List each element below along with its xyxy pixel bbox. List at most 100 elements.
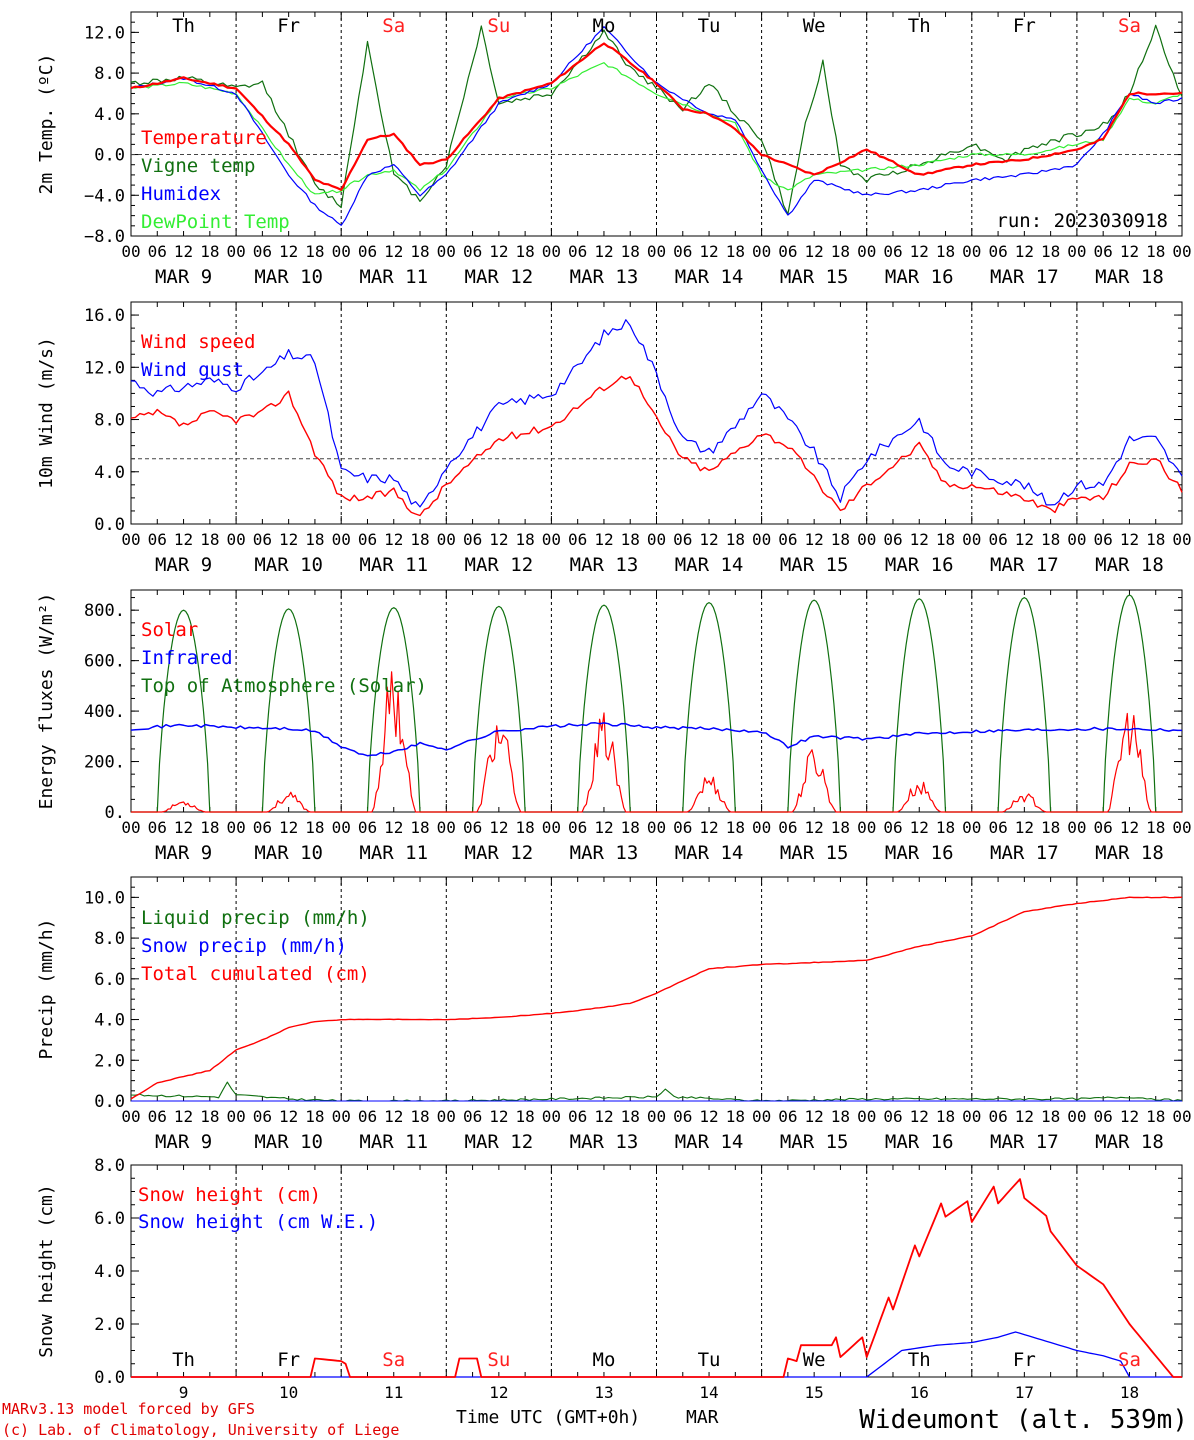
x-hour-label: 06 — [148, 242, 167, 261]
day-name-label: Fr — [1013, 1349, 1036, 1371]
x-date-label: MAR 15 — [780, 266, 849, 288]
x-hour-label: 12 — [384, 242, 403, 261]
x-hour-label: 18 — [936, 1107, 955, 1126]
day-name-label: We — [803, 15, 826, 37]
x-hour-label: 00 — [1172, 1107, 1191, 1126]
x-hour-label: 06 — [148, 1107, 167, 1126]
station-title: Wideumont (alt. 539m) — [859, 1405, 1188, 1435]
x-hour-label: 18 — [1146, 242, 1165, 261]
x-date-label: MAR 18 — [1095, 1131, 1164, 1153]
x-hour-label: 18 — [410, 818, 429, 837]
y-tick-label: −8.0 — [84, 227, 125, 247]
x-hour-label: 00 — [437, 818, 456, 837]
legend-entry: Temperature — [141, 127, 267, 149]
y-tick-label: 200. — [84, 753, 125, 773]
y-tick-label: 0.0 — [94, 1368, 125, 1388]
x-date-label: MAR 11 — [359, 554, 428, 576]
y-tick-label: 0. — [105, 803, 125, 823]
x-hour-label: 18 — [621, 242, 640, 261]
y-tick-label: 8.0 — [94, 929, 125, 949]
x-hour-label: 18 — [1146, 818, 1165, 837]
y-tick-label: 16.0 — [84, 306, 125, 326]
x-date-label: MAR 9 — [155, 1131, 212, 1153]
day-name-label: Sa — [382, 1349, 405, 1371]
day-of-month-label: 17 — [1015, 1383, 1034, 1402]
x-hour-label: 18 — [305, 818, 324, 837]
y-tick-label: 12.0 — [84, 358, 125, 378]
x-hour-label: 12 — [594, 818, 613, 837]
x-hour-label: 12 — [489, 530, 508, 549]
x-hour-label: 00 — [647, 242, 666, 261]
x-date-label: MAR 16 — [885, 266, 954, 288]
x-hour-label: 12 — [489, 1107, 508, 1126]
x-hour-label: 18 — [515, 242, 534, 261]
x-date-label: MAR 18 — [1095, 554, 1164, 576]
y-tick-label: 0.0 — [94, 515, 125, 535]
x-date-label: MAR 11 — [359, 266, 428, 288]
day-name-label: Tu — [698, 15, 721, 37]
x-hour-label: 06 — [883, 242, 902, 261]
x-hour-label: 06 — [463, 530, 482, 549]
x-hour-label: 06 — [778, 818, 797, 837]
x-hour-label: 18 — [726, 242, 745, 261]
x-hour-label: 12 — [699, 530, 718, 549]
x-hour-label: 00 — [121, 1107, 140, 1126]
x-date-label: MAR 14 — [675, 554, 744, 576]
x-hour-label: 12 — [1120, 530, 1139, 549]
x-hour-label: 00 — [1067, 818, 1086, 837]
model-credit: MARv3.13 model forced by GFS — [2, 1400, 255, 1418]
day-name-label: Fr — [277, 15, 300, 37]
x-hour-label: 00 — [437, 1107, 456, 1126]
x-hour-label: 00 — [226, 530, 245, 549]
y-tick-label: 800. — [84, 601, 125, 621]
x-hour-label: 12 — [1015, 818, 1034, 837]
x-date-label: MAR 15 — [780, 1131, 849, 1153]
x-date-label: MAR 16 — [885, 554, 954, 576]
y-tick-label: 4.0 — [94, 463, 125, 483]
series-line-solar — [131, 671, 1182, 813]
y-tick-label: 8.0 — [94, 64, 125, 84]
x-hour-label: 00 — [857, 1107, 876, 1126]
x-hour-label: 18 — [515, 818, 534, 837]
x-hour-label: 00 — [121, 530, 140, 549]
x-hour-label: 12 — [174, 530, 193, 549]
x-hour-label: 12 — [910, 530, 929, 549]
x-hour-label: 18 — [515, 1107, 534, 1126]
x-date-label: MAR 18 — [1095, 266, 1164, 288]
x-hour-label: 06 — [1094, 1107, 1113, 1126]
x-hour-label: 06 — [463, 1107, 482, 1126]
series-line-wind-gust — [130, 319, 1183, 508]
y-tick-label: 0.0 — [94, 146, 125, 166]
x-hour-label: 00 — [226, 1107, 245, 1126]
x-hour-label: 06 — [148, 530, 167, 549]
x-hour-label: 00 — [752, 818, 771, 837]
legend-entry: Wind gust — [141, 359, 244, 381]
x-hour-label: 18 — [305, 530, 324, 549]
x-hour-label: 00 — [437, 242, 456, 261]
x-date-label: MAR 13 — [570, 554, 639, 576]
x-hour-label: 12 — [594, 242, 613, 261]
y-axis-label: 2m Temp. (ºC) — [36, 54, 57, 195]
day-name-label: Th — [908, 15, 931, 37]
x-hour-label: 00 — [121, 818, 140, 837]
run-annotation: run: 2023030918 — [996, 210, 1168, 232]
x-date-label: MAR 14 — [675, 266, 744, 288]
day-of-month-label: 15 — [805, 1383, 824, 1402]
day-of-month-label: 13 — [594, 1383, 613, 1402]
x-date-label: MAR 10 — [254, 1131, 323, 1153]
x-hour-label: 06 — [778, 1107, 797, 1126]
legend-entry: Solar — [141, 619, 198, 641]
x-hour-label: 06 — [673, 1107, 692, 1126]
x-date-label: MAR 12 — [465, 266, 534, 288]
x-hour-label: 12 — [805, 1107, 824, 1126]
legend-entry: Snow height (cm W.E.) — [138, 1211, 378, 1233]
legend-entry: Infrared — [141, 647, 233, 669]
day-name-label: Mo — [593, 15, 616, 37]
x-hour-label: 18 — [410, 530, 429, 549]
x-hour-label: 00 — [647, 530, 666, 549]
x-hour-label: 06 — [883, 818, 902, 837]
x-date-label: MAR 17 — [990, 1131, 1059, 1153]
y-tick-label: 600. — [84, 652, 125, 672]
x-hour-label: 06 — [358, 818, 377, 837]
plot-frame-0 — [130, 11, 1183, 237]
